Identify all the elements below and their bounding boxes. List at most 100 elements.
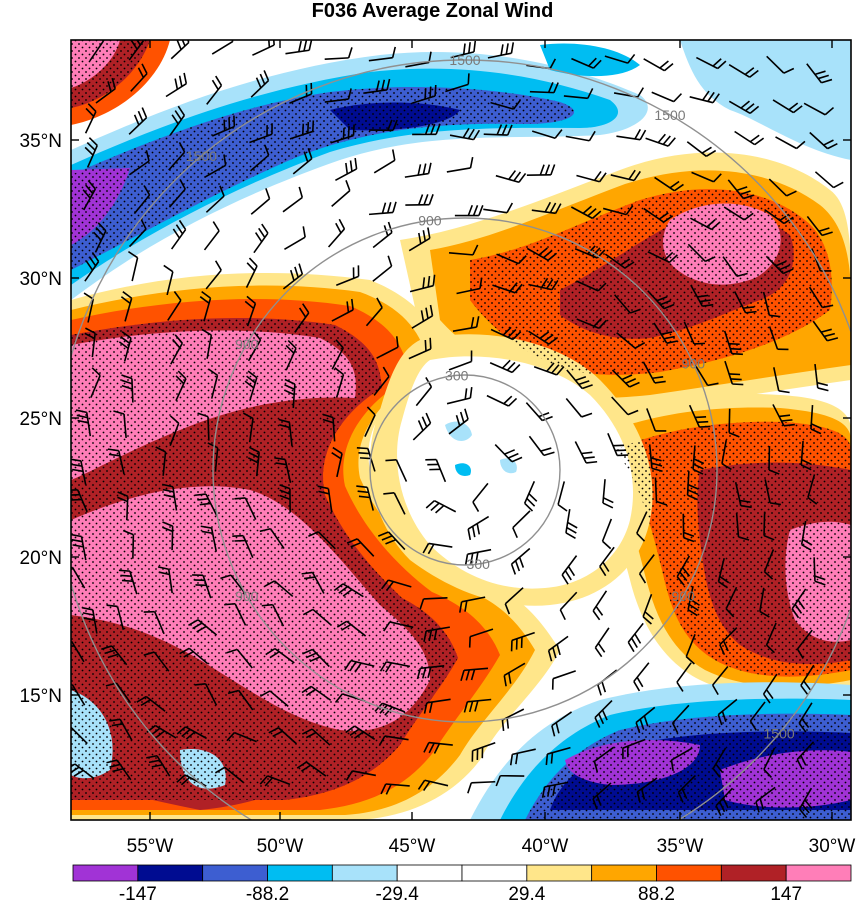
colorbar-swatch (720, 864, 787, 882)
wind-barb (335, 265, 360, 286)
wind-barb (118, 331, 132, 362)
wind-barb (607, 432, 629, 457)
wind-barb (405, 51, 432, 68)
wind-barb (594, 627, 610, 658)
wind-barb (723, 330, 743, 356)
wind-barb (638, 554, 655, 584)
wind-barb (71, 566, 86, 589)
wind-barb (592, 782, 612, 810)
wind-barb (107, 448, 125, 475)
wind-barb (636, 777, 658, 803)
wind-barb (490, 326, 522, 341)
wind-barb (109, 718, 133, 741)
wind-barb (449, 127, 481, 141)
wind-barb (483, 124, 513, 136)
wind-barb (128, 218, 147, 248)
wind-barb (162, 521, 174, 551)
wind-barb (425, 499, 457, 514)
wind-barb (611, 396, 639, 416)
wind-barb (408, 337, 432, 360)
wind-barb (765, 622, 777, 654)
wind-barb (250, 188, 271, 215)
wind-barb (464, 548, 492, 566)
colorbar-label: -88.2 (246, 884, 289, 900)
wind-barb (565, 130, 596, 142)
wind-barb (283, 378, 296, 409)
ring-label: 1500 (449, 52, 480, 68)
wind-barb (721, 439, 732, 471)
wind-barb (101, 645, 128, 666)
wind-barb (168, 179, 186, 208)
colorbar-swatch (591, 864, 657, 882)
lat-tick-label: 35°N (20, 131, 62, 152)
wind-barb (670, 747, 693, 771)
wind-barb (528, 435, 555, 457)
wind-barb (250, 70, 270, 98)
wind-barb (763, 549, 775, 580)
ring-label: 1500 (764, 726, 795, 742)
wind-barb (512, 510, 531, 539)
wind-barb (599, 546, 615, 577)
wind-barb (749, 701, 766, 731)
wind-barb (495, 774, 525, 787)
wind-barb (194, 493, 218, 516)
colorbar-label: -147 (119, 884, 157, 900)
lat-tick-label: 15°N (20, 686, 62, 707)
wind-barb (627, 622, 644, 653)
ring-label: 900 (235, 588, 259, 604)
wind-barb (408, 227, 431, 252)
wind-barb (247, 446, 260, 477)
ring-label: 900 (682, 356, 706, 372)
wind-barb (574, 441, 598, 464)
wind-barb (203, 221, 220, 251)
wind-barb (334, 367, 345, 398)
wind-barb (90, 367, 101, 398)
wind-barb (809, 131, 838, 150)
wind-barb (593, 746, 615, 773)
ring-label: 1500 (654, 107, 685, 123)
wind-barb (768, 326, 789, 351)
wind-barb (459, 596, 486, 613)
wind-barb (483, 202, 514, 214)
wind-barb (331, 446, 343, 478)
colorbar-swatch (396, 864, 463, 882)
wind-barb (155, 446, 167, 476)
wind-barb (594, 699, 613, 728)
wind-barb (563, 88, 594, 100)
colorbar-swatch (137, 864, 204, 882)
wind-barb (808, 286, 834, 309)
wind-barb (687, 243, 716, 263)
wind-barb (800, 441, 812, 471)
wind-barb (533, 362, 565, 376)
wind-barb (602, 205, 634, 216)
ring-label: 900 (235, 336, 259, 352)
wind-barb (643, 58, 674, 72)
wind-barb (471, 741, 496, 762)
wind-barb (331, 180, 351, 207)
wind-barb (226, 731, 257, 743)
ring-label: 900 (418, 212, 442, 228)
colorbar-swatch (526, 864, 593, 882)
colorbar-swatch (331, 864, 398, 882)
wind-barb (654, 176, 684, 192)
wind-barb (106, 604, 125, 630)
wind-barb (83, 292, 95, 323)
wind-barb (763, 747, 776, 779)
wind-barb (689, 90, 720, 104)
wind-barb (89, 40, 105, 62)
wind-barb (601, 518, 613, 550)
colorbar-label: 147 (770, 884, 802, 900)
wind-barb (811, 248, 832, 272)
wind-barb (302, 608, 332, 626)
wind-barb (330, 124, 355, 144)
wind-barb (146, 754, 171, 777)
wind-barb (734, 130, 765, 146)
wind-barb (168, 142, 186, 171)
colorbar-label: 88.2 (638, 884, 675, 900)
wind-barb (509, 748, 536, 766)
wind-barb (404, 162, 432, 178)
wind-barb (249, 144, 270, 172)
wind-barb (259, 527, 285, 549)
wind-barb (385, 458, 408, 482)
wind-barb (365, 297, 383, 327)
